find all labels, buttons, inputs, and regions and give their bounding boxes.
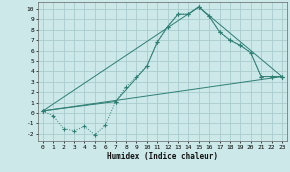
X-axis label: Humidex (Indice chaleur): Humidex (Indice chaleur) (107, 152, 218, 161)
